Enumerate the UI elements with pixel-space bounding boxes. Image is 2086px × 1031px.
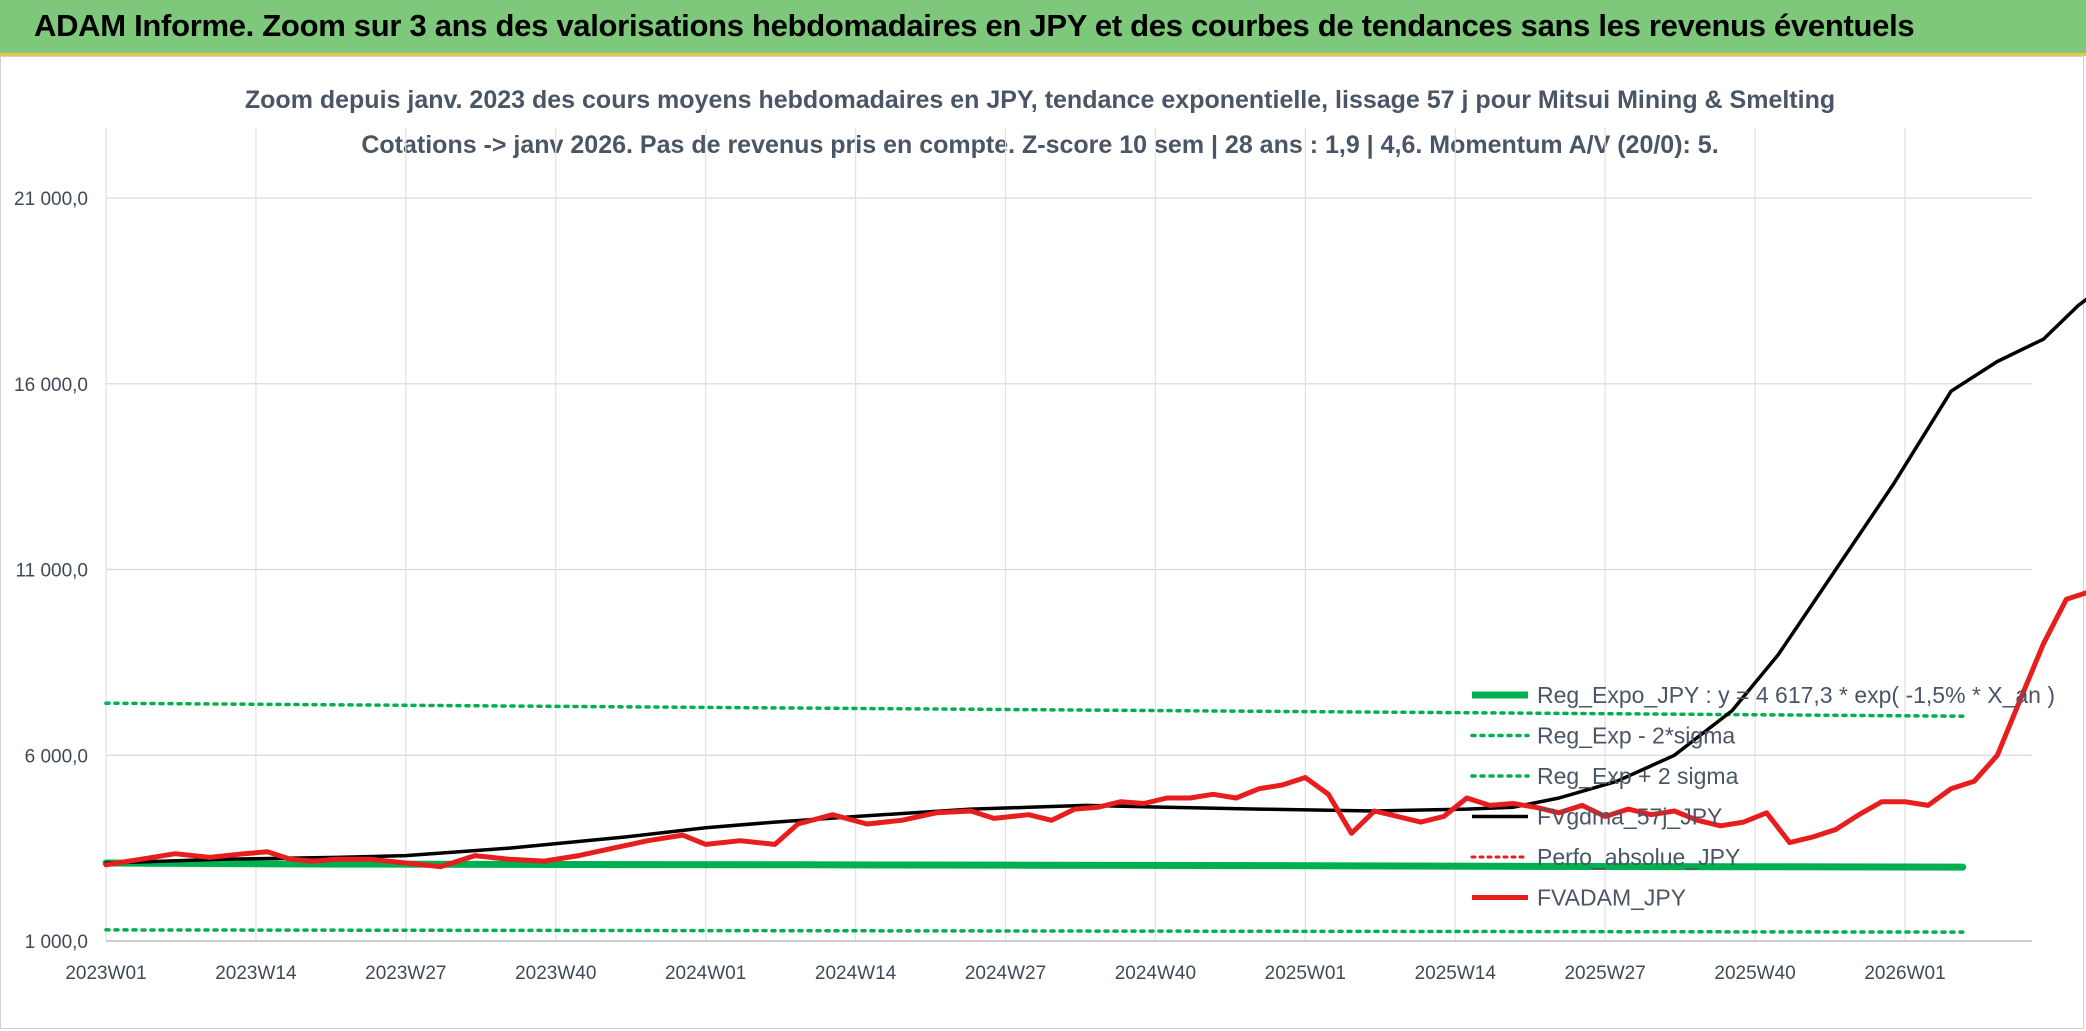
x-tick-label: 2023W14	[215, 963, 297, 984]
report-banner: ADAM Informe. Zoom sur 3 ans des valoris…	[0, 0, 2086, 56]
series-line-1	[104, 928, 1965, 934]
x-tick-label: 2025W27	[1564, 963, 1645, 984]
x-axis-ticks: 2023W01 2023W14 2023W27 2023W40 2024W01 2024W…	[65, 963, 1945, 984]
x-tick-label: 2023W27	[365, 963, 446, 984]
series-group	[102, 297, 2086, 934]
y-tick-label: 1 000,0	[25, 932, 88, 953]
gridlines	[105, 128, 2032, 942]
x-tick-label: 2026W01	[1864, 963, 1945, 984]
chart-title: Zoom depuis janv. 2023 des cours moyens …	[245, 86, 1835, 114]
legend-label: Perfo_absolue_JPY	[1537, 844, 1740, 870]
x-tick-label: 2023W40	[515, 963, 596, 984]
series-line-2	[104, 701, 1965, 718]
x-tick-label: 2023W01	[65, 963, 146, 984]
chart-subtitle: Cotations -> janv 2026. Pas de revenus p…	[361, 131, 1718, 159]
y-tick-label: 11 000,0	[15, 561, 88, 582]
x-tick-label: 2025W40	[1714, 963, 1795, 984]
series-line-5	[103, 590, 2086, 870]
legend-label: FVADAM_JPY	[1537, 885, 1686, 911]
series-line-3	[104, 297, 2086, 865]
x-tick-label: 2025W01	[1265, 963, 1346, 984]
y-axis-ticks: 1 000,0 6 000,0 11 000,0 16 000,0 21 000,0	[14, 189, 88, 953]
y-tick-label: 21 000,0	[14, 189, 88, 210]
legend-label: Reg_Expo_JPY : y = 4 617,3 * exp( -1,5% …	[1537, 682, 2055, 708]
chart-frame	[0, 56, 2084, 1029]
y-tick-label: 6 000,0	[25, 746, 88, 767]
x-tick-label: 2024W01	[665, 963, 746, 984]
legend-label: Reg_Exp - 2*sigma	[1537, 723, 1735, 749]
banner-title: ADAM Informe. Zoom sur 3 ans des valoris…	[34, 8, 1915, 43]
legend: Reg_Expo_JPY : y = 4 617,3 * exp( -1,5% …	[1470, 682, 2055, 911]
x-tick-label: 2024W40	[1115, 963, 1196, 984]
legend-label: FVgdma_57j_JPY	[1537, 804, 1722, 830]
x-tick-label: 2024W27	[965, 963, 1046, 984]
x-tick-label: 2024W14	[815, 963, 897, 984]
legend-label: Reg_Exp + 2 sigma	[1537, 763, 1739, 789]
y-tick-label: 16 000,0	[14, 375, 88, 396]
x-tick-label: 2025W14	[1415, 963, 1497, 984]
